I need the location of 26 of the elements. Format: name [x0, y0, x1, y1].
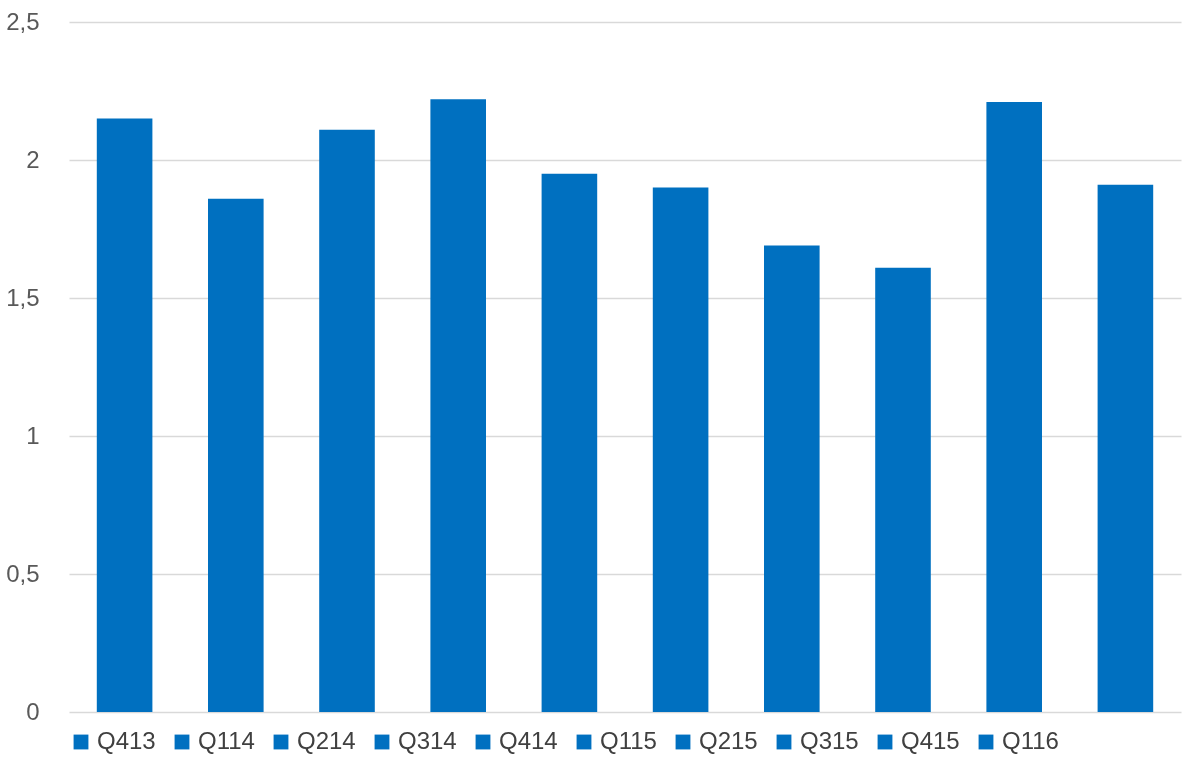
- legend-label: Q315: [800, 727, 859, 754]
- bar: [875, 267, 931, 712]
- legend-label: Q214: [297, 727, 356, 754]
- legend-label: Q314: [398, 727, 457, 754]
- y-tick-label: 2: [26, 145, 40, 173]
- legend-label: Q115: [600, 727, 657, 754]
- legend-label: Q116: [1002, 727, 1059, 754]
- legend-label: Q414: [499, 727, 558, 754]
- bar: [652, 187, 709, 712]
- bar: [541, 173, 598, 712]
- bar: [430, 99, 486, 712]
- legend-label: Q215: [699, 727, 758, 754]
- bar: [764, 245, 820, 712]
- bar: [986, 102, 1042, 712]
- legend-label: Q413: [97, 727, 156, 754]
- y-tick-label: 0: [26, 697, 40, 725]
- bar: [96, 118, 153, 712]
- legend-label: Q114: [198, 727, 255, 754]
- y-tick-label: 0,5: [6, 559, 40, 587]
- y-tick-label: 1: [26, 421, 40, 449]
- bar: [319, 129, 375, 712]
- legend-label: Q415: [901, 727, 960, 754]
- bar: [208, 198, 264, 712]
- y-tick-label: 1,5: [6, 283, 40, 311]
- bar: [1097, 184, 1154, 712]
- y-tick-label: 2,5: [6, 7, 40, 35]
